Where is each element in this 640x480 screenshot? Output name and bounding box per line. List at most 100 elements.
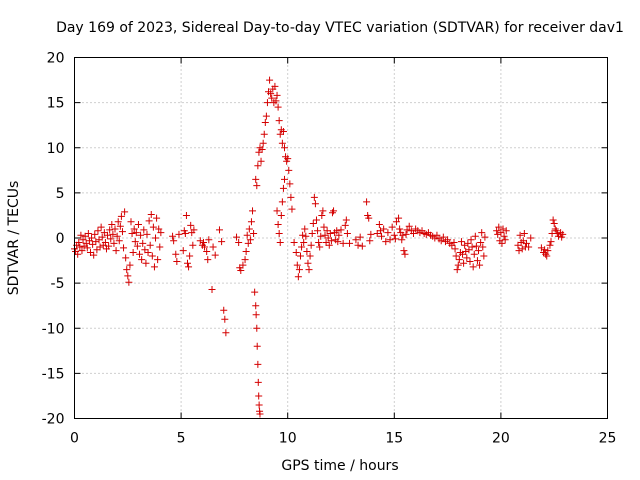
x-tick-label: 25 bbox=[599, 431, 617, 447]
data-point bbox=[500, 232, 508, 240]
data-point bbox=[316, 243, 324, 251]
data-point bbox=[473, 257, 481, 265]
data-point bbox=[466, 257, 474, 265]
data-point bbox=[272, 97, 280, 105]
x-tick-label: 15 bbox=[385, 431, 403, 447]
data-point bbox=[126, 261, 134, 269]
data-point bbox=[437, 237, 445, 245]
data-point bbox=[296, 252, 304, 260]
data-point bbox=[339, 239, 347, 247]
data-point bbox=[147, 211, 155, 219]
data-point bbox=[471, 232, 479, 240]
data-point bbox=[273, 91, 281, 99]
data-point bbox=[288, 205, 296, 213]
data-point bbox=[244, 239, 252, 247]
data-point bbox=[375, 220, 383, 228]
y-tick-label: -15 bbox=[42, 366, 65, 382]
y-tick-label: 5 bbox=[56, 186, 65, 202]
data-point bbox=[143, 230, 151, 238]
data-point bbox=[337, 226, 345, 234]
data-point bbox=[298, 243, 306, 251]
data-point bbox=[185, 263, 193, 271]
y-tick-label: -20 bbox=[42, 412, 65, 428]
data-point bbox=[222, 329, 230, 337]
data-point bbox=[262, 112, 270, 120]
data-point bbox=[398, 236, 406, 244]
data-point bbox=[304, 259, 312, 267]
data-point bbox=[278, 139, 286, 147]
data-point bbox=[187, 221, 195, 229]
data-point bbox=[541, 246, 549, 254]
data-point bbox=[106, 226, 114, 234]
data-point bbox=[309, 220, 317, 228]
data-point bbox=[243, 231, 251, 239]
data-point bbox=[468, 243, 476, 251]
data-point bbox=[451, 245, 459, 253]
data-point bbox=[133, 242, 141, 250]
data-point bbox=[183, 259, 191, 267]
data-point bbox=[452, 252, 460, 260]
data-point bbox=[333, 227, 341, 235]
data-point bbox=[358, 242, 366, 250]
data-point bbox=[352, 236, 360, 244]
data-point bbox=[403, 226, 411, 234]
data-point bbox=[384, 229, 392, 237]
data-point bbox=[454, 261, 462, 269]
data-point bbox=[444, 236, 452, 244]
data-point bbox=[74, 250, 82, 258]
data-point bbox=[284, 155, 292, 163]
data-point bbox=[278, 198, 286, 206]
data-point bbox=[196, 237, 204, 245]
data-point bbox=[395, 214, 403, 222]
data-point bbox=[208, 285, 216, 293]
data-point bbox=[172, 250, 180, 258]
data-point bbox=[97, 223, 105, 231]
data-point bbox=[94, 227, 102, 235]
data-point bbox=[78, 247, 86, 255]
data-point bbox=[356, 233, 364, 241]
data-point bbox=[83, 244, 91, 252]
data-point bbox=[79, 236, 87, 244]
x-axis-label: GPS time / hours bbox=[281, 458, 398, 474]
data-point bbox=[293, 261, 301, 269]
data-point bbox=[245, 225, 253, 233]
data-point bbox=[388, 223, 396, 231]
data-point bbox=[382, 238, 390, 246]
data-point bbox=[120, 244, 128, 252]
data-point bbox=[457, 238, 465, 246]
data-point bbox=[261, 118, 269, 126]
data-point bbox=[182, 211, 190, 219]
data-point bbox=[253, 342, 261, 350]
data-point bbox=[326, 229, 334, 237]
data-point bbox=[220, 306, 228, 314]
data-point bbox=[302, 232, 310, 240]
data-point bbox=[156, 243, 164, 251]
data-point bbox=[493, 227, 501, 235]
data-point bbox=[306, 252, 314, 260]
data-point bbox=[494, 230, 502, 238]
data-point bbox=[367, 230, 375, 238]
data-point bbox=[252, 311, 260, 319]
data-point bbox=[502, 227, 510, 235]
data-point bbox=[117, 212, 125, 220]
data-point bbox=[537, 244, 545, 252]
data-point bbox=[169, 232, 177, 240]
data-point bbox=[84, 229, 92, 237]
data-point bbox=[287, 193, 295, 201]
data-point bbox=[260, 130, 268, 138]
data-point bbox=[315, 239, 323, 247]
data-point bbox=[190, 226, 198, 234]
data-point bbox=[124, 272, 132, 280]
data-point bbox=[520, 229, 528, 237]
data-point bbox=[499, 225, 507, 233]
data-point bbox=[522, 239, 530, 247]
data-point bbox=[254, 360, 262, 368]
x-tick-label: 20 bbox=[492, 431, 510, 447]
data-point bbox=[318, 211, 326, 219]
data-point bbox=[111, 225, 119, 233]
grid-lines bbox=[74, 57, 608, 419]
data-point bbox=[378, 232, 386, 240]
data-point bbox=[175, 230, 183, 238]
data-point bbox=[300, 239, 308, 247]
data-point bbox=[311, 200, 319, 208]
